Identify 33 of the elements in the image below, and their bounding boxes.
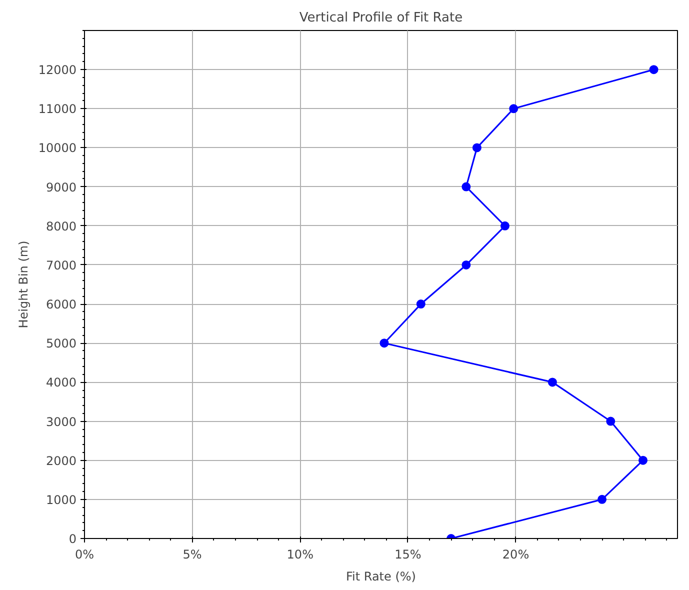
- y-tick-label: 10000: [38, 141, 77, 156]
- x-tick-label: 20%: [502, 548, 530, 562]
- y-tick-label: 7000: [46, 258, 77, 272]
- x-tick-label: 5%: [182, 548, 202, 562]
- point: [509, 104, 518, 114]
- y-tick-label: 12000: [38, 63, 77, 78]
- y-tick-label: 4000: [46, 376, 77, 390]
- point: [462, 182, 471, 192]
- y-tick-label: 9000: [46, 180, 77, 194]
- y-tick-label: 8000: [46, 219, 77, 234]
- point: [472, 143, 482, 152]
- point: [416, 300, 426, 309]
- y-tick-label: 2000: [46, 454, 77, 468]
- y-tick-label: 6000: [46, 298, 77, 312]
- point: [638, 456, 648, 465]
- chart-title: Vertical Profile of Fit Rate: [299, 10, 463, 26]
- y-tick-label: 5000: [46, 336, 77, 351]
- x-tick-label: 10%: [286, 548, 314, 562]
- point: [606, 416, 616, 426]
- y-tick-label: 11000: [38, 102, 77, 116]
- point: [380, 338, 389, 348]
- point: [500, 221, 510, 230]
- y-tick-label: 0: [68, 532, 77, 546]
- point: [649, 65, 658, 74]
- point: [598, 494, 607, 504]
- x-tick-label: 15%: [394, 548, 422, 562]
- x-tick-label: 0%: [74, 548, 94, 562]
- x-axis-title: Fit Rate (%): [346, 570, 416, 584]
- point: [462, 260, 471, 270]
- y-axis-title: Height Bin (m): [16, 240, 30, 328]
- y-tick-label: 1000: [46, 492, 77, 507]
- point: [548, 378, 557, 387]
- y-tick-label: 3000: [46, 414, 77, 429]
